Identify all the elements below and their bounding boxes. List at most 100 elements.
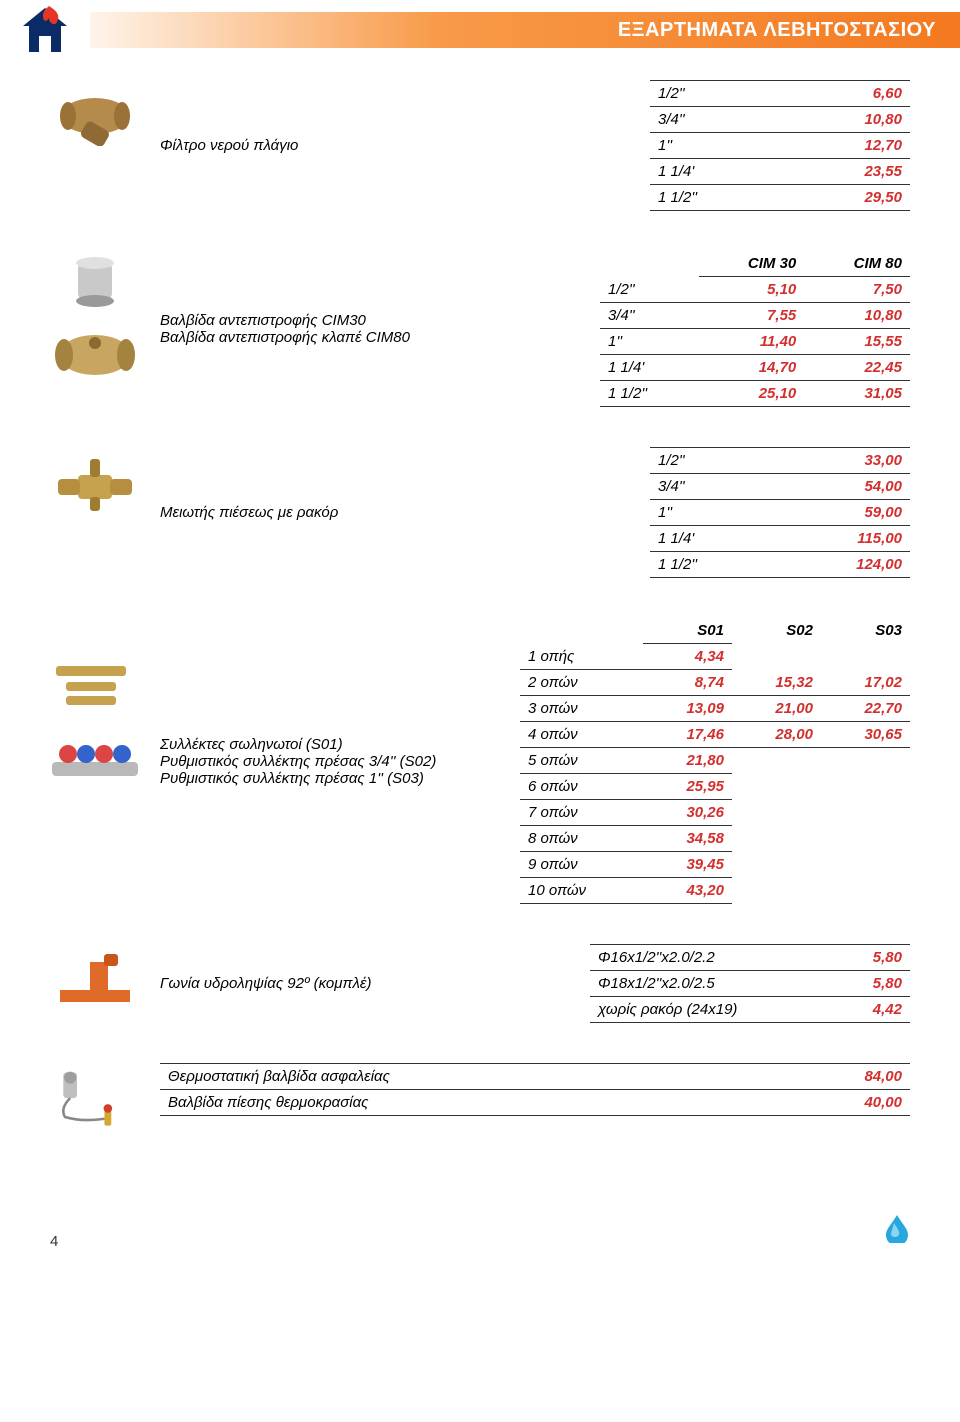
value-cell — [732, 826, 821, 852]
label-cell: 2 οπών — [520, 670, 643, 696]
size-cell: 1 1/2'' — [650, 185, 787, 211]
value-cell: 5,10 — [699, 277, 805, 303]
table-row: χωρίς ρακόρ (24x19)4,42 — [590, 997, 910, 1023]
size-cell: 1 1/4' — [600, 355, 699, 381]
value-cell: 23,55 — [787, 159, 910, 185]
table-angle: Φ16x1/2''x2.0/2.25,80Φ18x1/2''x2.0/2.55,… — [590, 944, 910, 1023]
h-s01: S01 — [697, 622, 724, 639]
label-cell: 3 οπών — [520, 696, 643, 722]
size-cell: χωρίς ρακόρ (24x19) — [590, 997, 838, 1023]
page-number: 4 — [50, 1233, 58, 1250]
label-cell: 9 οπών — [520, 852, 643, 878]
value-cell: 39,45 — [643, 852, 732, 878]
value-cell — [732, 644, 821, 670]
value-cell — [732, 774, 821, 800]
table-row: Φ18x1/2''x2.0/2.55,80 — [590, 971, 910, 997]
value-cell — [732, 748, 821, 774]
value-cell: 5,80 — [838, 971, 910, 997]
label-cell: 1 οπής — [520, 644, 643, 670]
table-row: 3 οπών13,0921,0022,70 — [520, 696, 910, 722]
value-cell — [821, 826, 910, 852]
table-row: 7 οπών30,26 — [520, 800, 910, 826]
h-s03: S03 — [875, 622, 902, 639]
value-cell: 6,60 — [787, 81, 910, 107]
size-cell: 1 1/4' — [650, 526, 778, 552]
label-cell: 7 οπών — [520, 800, 643, 826]
thumb-safety — [50, 1063, 160, 1133]
value-cell — [732, 800, 821, 826]
footer: 4 — [0, 1213, 960, 1250]
size-cell: Θερμοστατική βαλβίδα ασφαλείας — [160, 1064, 772, 1090]
table-safety: Θερμοστατική βαλβίδα ασφαλείας84,00Βαλβί… — [160, 1063, 910, 1116]
desc-angle: Γωνία υδροληψίας 92º (κομπλέ) — [160, 944, 590, 1023]
content: Φίλτρο νερού πλάγιο 1/2''6,603/4''10,801… — [0, 60, 960, 1133]
h-cim80: CIM 80 — [854, 255, 902, 272]
banner-title: ΕΞΑΡΤΗΜΑΤΑ ΛΕΒΗΤΟΣΤΑΣΙΟΥ — [90, 12, 960, 48]
block-safety: Θερμοστατική βαλβίδα ασφαλείας84,00Βαλβί… — [50, 1063, 910, 1133]
value-cell: 30,26 — [643, 800, 732, 826]
table-row: 1/2''33,00 — [650, 448, 910, 474]
table-row: 1 1/2''29,50 — [650, 185, 910, 211]
value-cell: 22,45 — [804, 355, 910, 381]
table-row: 1/2''5,107,50 — [600, 277, 910, 303]
desc-filter-text: Φίλτρο νερού πλάγιο — [160, 137, 298, 154]
value-cell: 25,95 — [643, 774, 732, 800]
value-cell: 34,58 — [643, 826, 732, 852]
value-cell: 17,46 — [643, 722, 732, 748]
value-cell: 21,80 — [643, 748, 732, 774]
desc-cim80: Βαλβίδα αντεπιστροφής κλαπέ CIM80 — [160, 329, 410, 346]
value-cell — [821, 878, 910, 904]
desc-cim30: Βαλβίδα αντεπιστροφής CIM30 — [160, 312, 410, 329]
table-row: 3/4''7,5510,80 — [600, 303, 910, 329]
house-flame-icon — [17, 4, 73, 56]
value-cell: 21,00 — [732, 696, 821, 722]
thumb-manifold — [50, 618, 160, 904]
block-filter: Φίλτρο νερού πλάγιο 1/2''6,603/4''10,801… — [50, 80, 910, 211]
value-cell: 43,20 — [643, 878, 732, 904]
value-cell: 17,02 — [821, 670, 910, 696]
label-cell: 10 οπών — [520, 878, 643, 904]
value-cell: 40,00 — [772, 1090, 910, 1116]
table-row: 3/4''10,80 — [650, 107, 910, 133]
label-cell: 4 οπών — [520, 722, 643, 748]
value-cell: 29,50 — [787, 185, 910, 211]
size-cell: 1'' — [600, 329, 699, 355]
desc-s03: Ρυθμιστικός συλλέκτης πρέσας 1'' (S03) — [160, 770, 436, 787]
table-row: 9 οπών39,45 — [520, 852, 910, 878]
value-cell: 13,09 — [643, 696, 732, 722]
table-filter: 1/2''6,603/4''10,801''12,701 1/4'23,551 … — [650, 80, 910, 211]
table-row: 6 οπών25,95 — [520, 774, 910, 800]
value-cell: 4,34 — [643, 644, 732, 670]
table-row: 1 1/4'115,00 — [650, 526, 910, 552]
value-cell — [821, 774, 910, 800]
desc-manifold: Συλλέκτες σωληνωτοί (S01) Ρυθμιστικός συ… — [160, 618, 520, 904]
value-cell: 84,00 — [772, 1064, 910, 1090]
label-cell: 5 οπών — [520, 748, 643, 774]
table-row: 1 1/2''25,1031,05 — [600, 381, 910, 407]
page: ΕΞΑΡΤΗΜΑΤΑ ΛΕΒΗΤΟΣΤΑΣΙΟΥ Φίλτρο νερού πλ… — [0, 0, 960, 1290]
value-cell: 25,10 — [699, 381, 805, 407]
size-cell: 1 1/2'' — [650, 552, 778, 578]
table-row: 1''11,4015,55 — [600, 329, 910, 355]
desc-angle-text: Γωνία υδροληψίας 92º (κομπλέ) — [160, 975, 372, 992]
value-cell: 115,00 — [778, 526, 910, 552]
table-manifold: S01 S02 S03 1 οπής4,342 οπών8,7415,3217,… — [520, 618, 910, 904]
table-row: 1 1/4'23,55 — [650, 159, 910, 185]
value-cell: 124,00 — [778, 552, 910, 578]
desc-s01: Συλλέκτες σωληνωτοί (S01) — [160, 736, 436, 753]
desc-s02: Ρυθμιστικός συλλέκτης πρέσας 3/4'' (S02) — [160, 753, 436, 770]
desc-reducer-text: Μειωτής πιέσεως με ρακόρ — [160, 504, 338, 521]
table-row: 8 οπών34,58 — [520, 826, 910, 852]
value-cell: 12,70 — [787, 133, 910, 159]
value-cell: 8,74 — [643, 670, 732, 696]
value-cell: 59,00 — [778, 500, 910, 526]
value-cell: 7,55 — [699, 303, 805, 329]
desc-filter: Φίλτρο νερού πλάγιο — [160, 80, 650, 211]
size-cell: 3/4'' — [650, 107, 787, 133]
table-reducer: 1/2''33,003/4''54,001''59,001 1/4'115,00… — [650, 447, 910, 578]
value-cell: 30,65 — [821, 722, 910, 748]
value-cell: 15,55 — [804, 329, 910, 355]
table-row: Θερμοστατική βαλβίδα ασφαλείας84,00 — [160, 1064, 910, 1090]
value-cell — [732, 878, 821, 904]
table-row: 1 1/2''124,00 — [650, 552, 910, 578]
